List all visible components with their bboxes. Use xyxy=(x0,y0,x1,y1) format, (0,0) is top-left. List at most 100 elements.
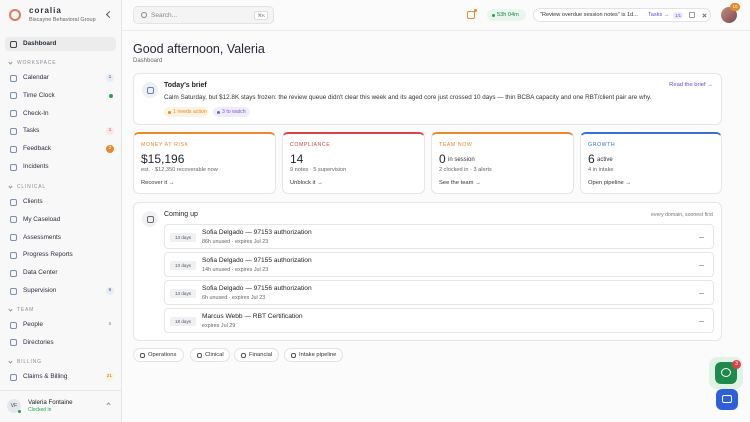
brief-link[interactable]: Read the brief → xyxy=(669,82,713,88)
domain-tab[interactable]: Financial xyxy=(234,348,279,362)
timer-pill[interactable]: 53h 04m xyxy=(487,9,526,21)
domain-tab[interactable]: Clinical xyxy=(190,348,230,362)
deadline-row[interactable]: 18 days Marcus Webb — RBT Certification ex… xyxy=(164,308,714,333)
assistant-icon xyxy=(722,395,732,403)
inbox-button[interactable] xyxy=(467,9,477,19)
icon xyxy=(10,216,17,224)
deadline-title: Sofia Delgado — 97155 authorization xyxy=(202,257,312,264)
nav-label: Data Center xyxy=(23,269,58,277)
deadline-row[interactable]: 13 days Sofia Delgado — 97155 authorizati… xyxy=(164,252,714,277)
metric-value: $15,196 xyxy=(141,152,185,166)
tab-label: Clinical xyxy=(205,352,224,358)
due-pill: 13 days xyxy=(170,233,196,242)
metric-link[interactable]: Unblock it → xyxy=(290,180,323,186)
brief-icon xyxy=(142,82,158,98)
icon xyxy=(10,269,17,277)
task-text: "Review overdue session notes" is 1d... xyxy=(540,12,638,18)
metric-card: MONEY AT RISK $15,196 est. · $12,350 recov… xyxy=(133,132,276,194)
tag-label: 3 to watch xyxy=(222,109,246,115)
deadline-row[interactable]: 13 days Sofia Delgado — 97153 authorizati… xyxy=(164,224,714,249)
deadline-detail: 6h unused · expires Jul 23 xyxy=(202,295,266,301)
user-menu[interactable]: VF Valeria Fontaine Clocked in xyxy=(5,395,116,417)
avatar: VF xyxy=(7,399,21,413)
org: Biscayne Behavioral Group xyxy=(29,17,96,23)
page-title: Good afternoon, Valeria xyxy=(133,42,265,56)
icon xyxy=(10,74,17,82)
nav-item[interactable]: Check-In xyxy=(5,107,116,121)
row-arrow xyxy=(699,237,704,238)
brief-title: Today's brief xyxy=(164,82,207,89)
metric-detail: 2 clocked in · 3 alerts xyxy=(439,167,492,173)
search-icon xyxy=(141,12,147,18)
metric-link[interactable]: See the team → xyxy=(439,180,481,186)
icon xyxy=(10,127,17,135)
icon xyxy=(10,198,17,206)
profile-avatar[interactable]: 10 xyxy=(721,3,740,23)
nav-item[interactable]: Clients xyxy=(5,195,116,209)
section-caret xyxy=(8,359,13,364)
deadline-title: Sofia Delgado — 97156 authorization xyxy=(202,285,312,292)
nav-item[interactable]: Incidents xyxy=(5,160,116,174)
deadline-detail: 86h unused · expires Jul 23 xyxy=(202,239,269,245)
nav-item[interactable]: Assessments xyxy=(5,231,116,245)
icon xyxy=(10,234,17,242)
metric-detail: est. · $12,350 recoverable now xyxy=(141,167,218,173)
due-pill: 18 days xyxy=(170,317,196,326)
nav-label: Time Clock xyxy=(23,91,55,99)
search-shortcut: ⌘K xyxy=(254,11,268,20)
nav-badge: 1 xyxy=(106,74,114,82)
metric-link[interactable]: Open pipeline → xyxy=(588,180,632,186)
section-caret xyxy=(8,60,13,65)
nav-label: Directories xyxy=(23,338,54,346)
nav-label: Incidents xyxy=(23,163,49,170)
logo-mark xyxy=(9,9,21,21)
nav-item[interactable]: Calendar 1 xyxy=(5,71,116,85)
inbox-dot xyxy=(474,9,477,12)
deadline-title: Sofia Delgado — 97153 authorization xyxy=(202,229,312,236)
nav-item[interactable]: People 6 xyxy=(5,318,116,332)
icon xyxy=(10,373,17,381)
metric-value: 6 xyxy=(588,152,595,166)
nav-item[interactable]: Directories xyxy=(5,336,116,350)
nav-badge: 1 xyxy=(106,127,114,136)
nav-item[interactable]: My Caseload xyxy=(5,213,116,227)
coming-up-hint: every domain, soonest first xyxy=(651,212,713,218)
brief-card: Today's brief Read the brief → Calm Saturd… xyxy=(133,73,722,125)
metric-unit: in session xyxy=(448,157,475,163)
user-name: Valeria Fontaine xyxy=(28,399,73,406)
user-chevron xyxy=(106,402,111,407)
assistant-button[interactable] xyxy=(716,389,738,410)
brief-tag[interactable]: 3 to watch xyxy=(213,107,250,117)
coming-up-title: Coming up xyxy=(164,211,198,218)
nav-item[interactable]: Tasks 1 xyxy=(5,124,116,138)
domain-tab[interactable]: Intake pipeline xyxy=(284,348,343,362)
metric-link[interactable]: Recover it → xyxy=(141,180,175,186)
chat-icon xyxy=(721,368,731,377)
deadline-row[interactable]: 13 days Sofia Delgado — 97156 authorizati… xyxy=(164,280,714,305)
task-pill[interactable]: "Review overdue session notes" is 1d... T… xyxy=(533,8,711,22)
domain-tab[interactable]: Operations xyxy=(133,348,184,362)
nav-label: Tasks xyxy=(23,127,40,135)
snooze-button[interactable] xyxy=(689,12,695,18)
nav-item[interactable]: Time Clock xyxy=(5,89,116,103)
nav-item[interactable]: Data Center xyxy=(5,266,116,280)
nav-label: Progress Reports xyxy=(23,251,73,259)
nav-item[interactable]: Progress Reports xyxy=(5,248,116,262)
coming-up-icon xyxy=(142,211,158,227)
chat-button[interactable] xyxy=(715,362,737,384)
nav-item[interactable]: Dashboard xyxy=(5,37,116,51)
nav-item[interactable]: Claims & Billing 21 xyxy=(5,370,116,384)
row-arrow xyxy=(699,293,704,294)
collapse-button[interactable] xyxy=(105,10,114,19)
section-title: CLINICAL xyxy=(17,184,46,190)
divider xyxy=(0,390,121,391)
nav-item[interactable]: Supervision 6 xyxy=(5,284,116,298)
nav-label: Claims & Billing xyxy=(23,373,68,380)
search-box[interactable]: Search... ⌘K xyxy=(133,6,274,24)
brief-tag[interactable]: 1 needs action xyxy=(164,107,208,117)
task-link[interactable]: Tasks → xyxy=(648,12,670,18)
nav-item[interactable]: Feedback 2 xyxy=(5,142,116,156)
icon xyxy=(146,215,154,223)
status-dot xyxy=(109,93,113,98)
